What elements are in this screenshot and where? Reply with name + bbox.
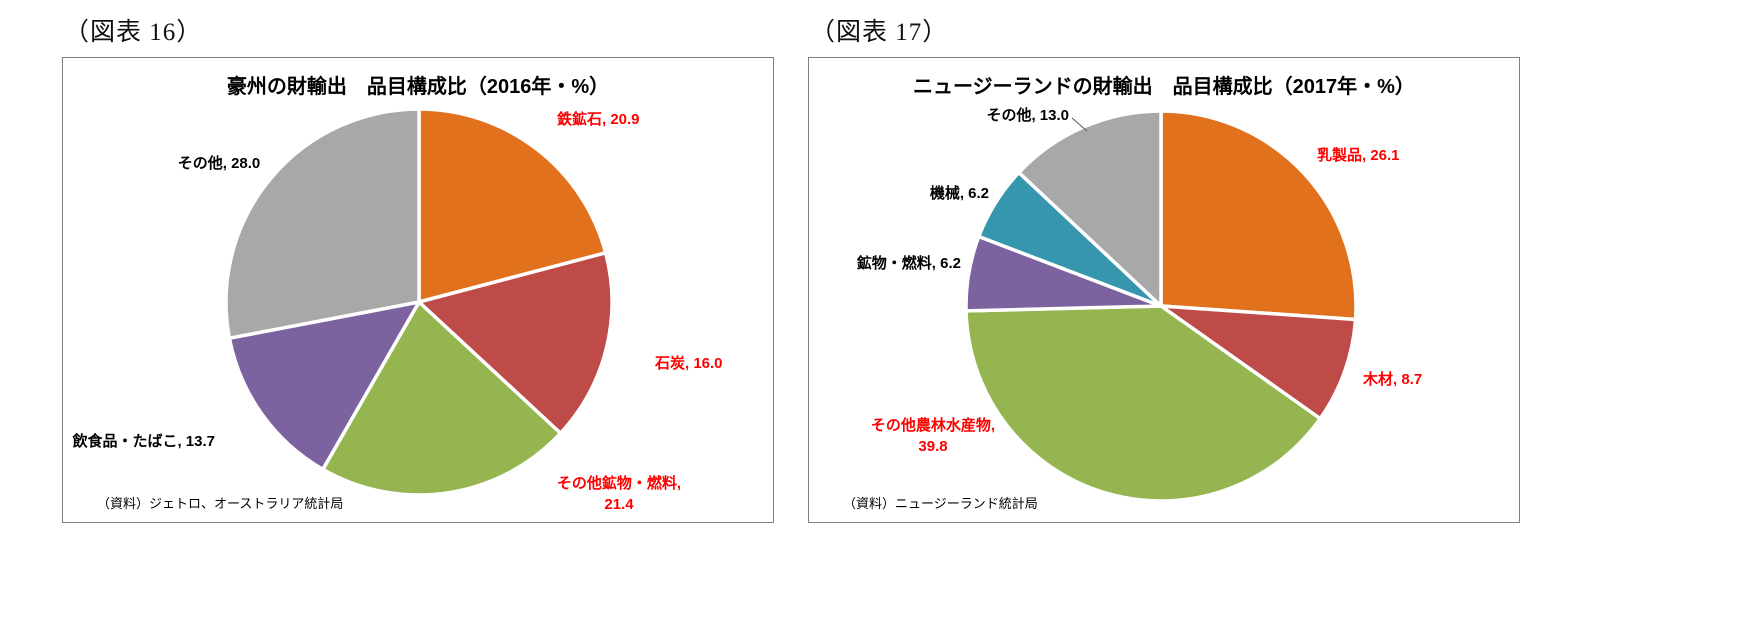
label-leader-line-other (1071, 117, 1088, 132)
pie-slice-other (224, 107, 421, 340)
figure-16-caption: （図表 16） (64, 19, 203, 46)
australia-chart-panel: 豪州の財輸出 品目構成比（2016年・%） 鉄鉱石, 20.9 石炭, 16.0 そ… (62, 57, 774, 523)
pie-slice-dairy (1159, 109, 1358, 322)
figure-17-block: （図表 17） ニュージーランドの財輸出 品目構成比（2017年・%） 乳製品,… (808, 12, 1520, 523)
pie-label-other-minerals-fuel: その他鉱物・燃料, 21.4 (557, 474, 681, 513)
pie-slice-food-beverage-tobacco (227, 300, 421, 472)
pie-label-other: その他, 28.0 (178, 154, 261, 172)
new-zealand-chart-panel: ニュージーランドの財輸出 品目構成比（2017年・%） 乳製品, 26.1 木材,… (808, 57, 1520, 523)
figure-17-caption: （図表 17） (810, 19, 949, 46)
pie-slice-coal (417, 251, 614, 435)
pie-slice-iron-ore (417, 107, 608, 304)
pie-slice-other-agri-forestry-fishery (964, 304, 1322, 503)
pie-label-wood: 木材, 8.7 (1362, 370, 1422, 388)
new-zealand-source-note: （資料）ニュージーランド統計局 (843, 496, 1038, 511)
pie-label-other-agri-forestry-fishery: その他農林水産物, 39.8 (871, 416, 995, 455)
pie-slice-other-minerals-fuel (321, 300, 563, 497)
pie-label-iron-ore: 鉄鉱石, 20.9 (557, 110, 640, 128)
pie-slice-wood (1159, 304, 1358, 421)
pie-label-other: その他, 13.0 (986, 106, 1069, 124)
pie-label-minerals-fuel: 鉱物・燃料, 6.2 (857, 254, 961, 272)
figure-16-block: （図表 16） 豪州の財輸出 品目構成比（2016年・%） 鉄鉱石, 20.9 石… (62, 12, 774, 523)
australia-source-note: （資料）ジェトロ、オーストラリア統計局 (97, 496, 344, 511)
new-zealand-pie-chart: 乳製品, 26.1 木材, 8.7 その他農林水産物, 39.8 鉱物・燃料, 6.2 機… (857, 106, 1422, 503)
pie-slice-other (1017, 109, 1163, 308)
australia-chart-title: 豪州の財輸出 品目構成比（2016年・%） (226, 76, 610, 98)
new-zealand-chart-title: ニュージーランドの財輸出 品目構成比（2017年・%） (913, 76, 1415, 98)
pie-label-machinery: 機械, 6.2 (930, 184, 989, 202)
pie-label-food-beverage-tobacco: 飲食品・たばこ, 13.7 (71, 432, 215, 450)
australia-pie-chart: 鉄鉱石, 20.9 石炭, 16.0 その他鉱物・燃料, 21.4 飲食品・たばこ, 1… (71, 107, 723, 513)
pie-label-dairy: 乳製品, 26.1 (1317, 146, 1400, 164)
pie-label-coal: 石炭, 16.0 (654, 354, 723, 372)
